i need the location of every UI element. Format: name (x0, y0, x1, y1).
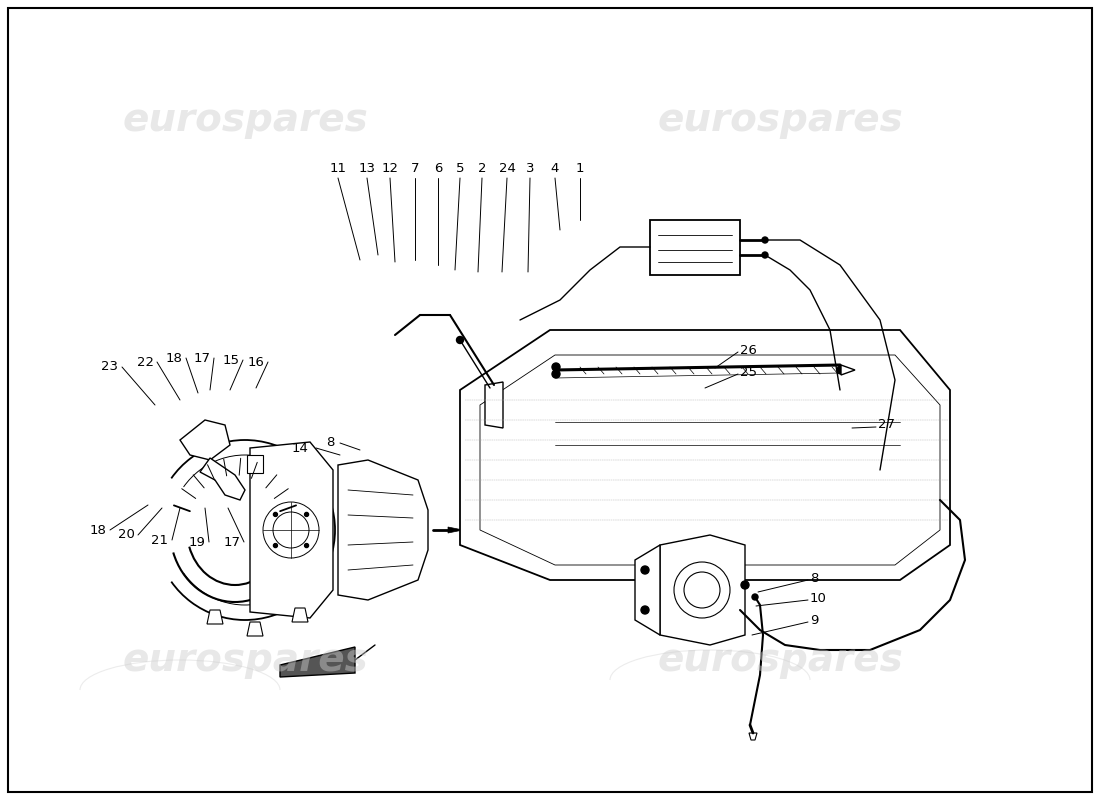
Polygon shape (248, 455, 263, 473)
Circle shape (305, 543, 309, 547)
Circle shape (752, 594, 758, 600)
Text: eurospares: eurospares (122, 101, 367, 139)
Text: 6: 6 (433, 162, 442, 174)
Circle shape (762, 252, 768, 258)
Text: 27: 27 (878, 418, 895, 431)
Polygon shape (180, 420, 230, 460)
Text: 18: 18 (166, 351, 183, 365)
Circle shape (305, 513, 309, 517)
Polygon shape (292, 608, 308, 622)
Text: 7: 7 (410, 162, 419, 174)
Text: 19: 19 (188, 535, 206, 549)
Polygon shape (460, 330, 950, 580)
Polygon shape (280, 647, 355, 677)
Circle shape (641, 566, 649, 574)
Polygon shape (650, 220, 740, 275)
Text: 2: 2 (477, 162, 486, 174)
Circle shape (762, 237, 768, 243)
Circle shape (837, 366, 845, 374)
Text: 10: 10 (810, 591, 827, 605)
Text: 1: 1 (575, 162, 584, 174)
Polygon shape (842, 365, 855, 375)
Polygon shape (200, 458, 245, 500)
Text: 17: 17 (223, 535, 241, 549)
Polygon shape (338, 460, 428, 600)
Polygon shape (635, 545, 660, 635)
Circle shape (552, 370, 560, 378)
Circle shape (456, 337, 463, 343)
Text: 26: 26 (740, 343, 757, 357)
Polygon shape (485, 382, 503, 428)
Text: 11: 11 (330, 162, 346, 174)
Circle shape (274, 543, 277, 547)
Circle shape (641, 606, 649, 614)
Text: 14: 14 (292, 442, 308, 454)
Text: 23: 23 (101, 361, 119, 374)
Text: 18: 18 (89, 523, 107, 537)
Circle shape (274, 513, 277, 517)
Text: 25: 25 (740, 366, 757, 378)
Text: eurospares: eurospares (122, 641, 367, 679)
Text: 20: 20 (118, 529, 134, 542)
Text: 12: 12 (382, 162, 398, 174)
Polygon shape (480, 355, 940, 565)
Circle shape (552, 363, 560, 371)
Text: eurospares: eurospares (657, 641, 903, 679)
Text: 8: 8 (810, 571, 818, 585)
Polygon shape (448, 527, 463, 533)
Polygon shape (207, 610, 223, 624)
Text: 8: 8 (326, 437, 334, 450)
Polygon shape (248, 622, 263, 636)
Text: 16: 16 (248, 355, 264, 369)
Text: 13: 13 (359, 162, 375, 174)
Text: eurospares: eurospares (657, 101, 903, 139)
Text: 21: 21 (152, 534, 168, 546)
Text: 15: 15 (222, 354, 240, 366)
Text: 5: 5 (455, 162, 464, 174)
Polygon shape (660, 535, 745, 645)
Polygon shape (250, 442, 333, 618)
Text: 4: 4 (551, 162, 559, 174)
Text: 24: 24 (498, 162, 516, 174)
Polygon shape (749, 733, 757, 740)
Text: 3: 3 (526, 162, 535, 174)
Text: 22: 22 (136, 355, 154, 369)
Circle shape (741, 581, 749, 589)
Text: 17: 17 (194, 351, 210, 365)
Text: 9: 9 (810, 614, 818, 626)
